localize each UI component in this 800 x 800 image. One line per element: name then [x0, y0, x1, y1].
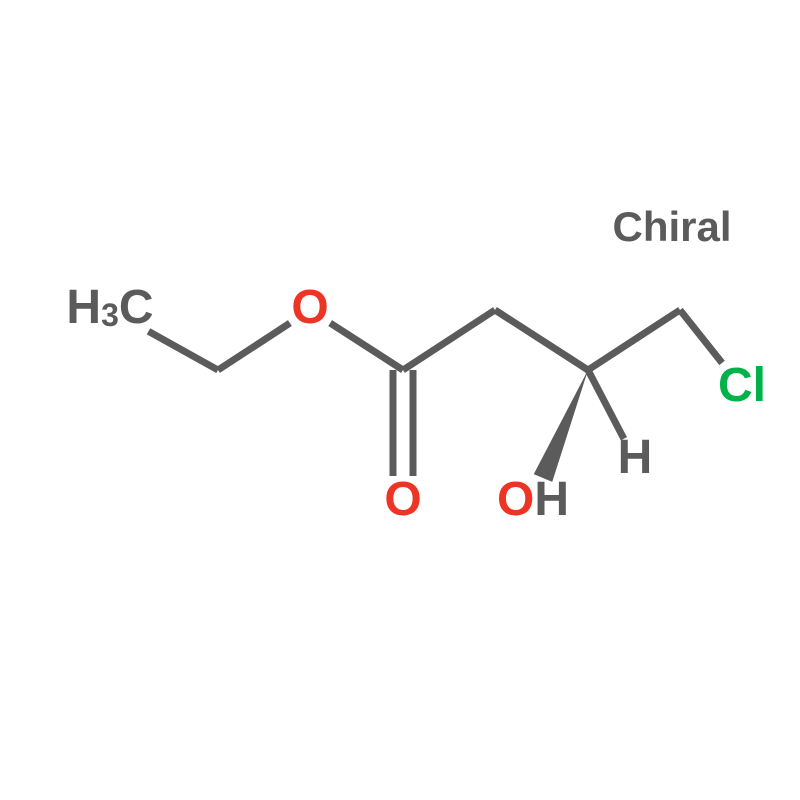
bond-single [403, 310, 495, 370]
bond-single [495, 310, 588, 370]
bond-single [680, 310, 722, 363]
bond-single [148, 331, 218, 370]
chemical-structure-diagram: H3C O O Cl OH H Chiral [0, 0, 800, 800]
bond-wedge [534, 370, 588, 482]
atom-label-h_st: H [618, 431, 653, 484]
atom-label-chiral: Chiral [612, 203, 731, 250]
atom-label-o_dbl: O [384, 473, 421, 526]
atom-label-oh: OH [497, 473, 569, 526]
atom-label-o_eth: O [291, 281, 328, 334]
atom-label-cl: Cl [718, 359, 766, 412]
bond-single [588, 310, 680, 370]
bond-single [588, 370, 624, 439]
atom-label-ch3: H3C [66, 281, 153, 334]
bond-single [330, 323, 403, 370]
bond-single [218, 323, 290, 370]
